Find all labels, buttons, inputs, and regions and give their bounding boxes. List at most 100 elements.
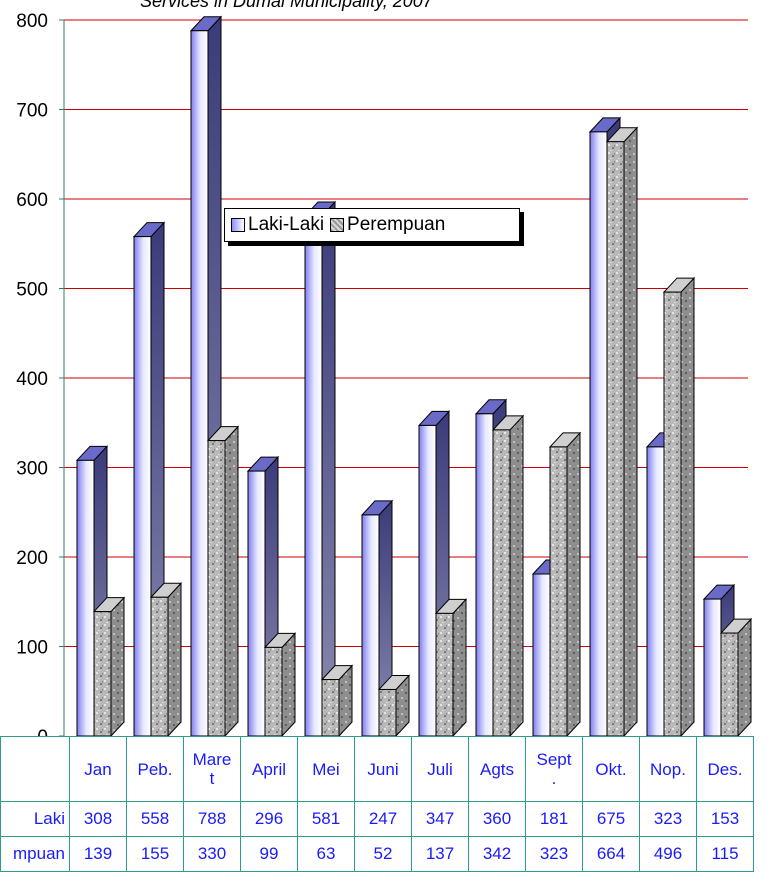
bar-front (703, 598, 722, 736)
bar-side (737, 617, 752, 736)
bar-front (475, 413, 494, 736)
bar-front (606, 141, 625, 736)
bar-front (378, 688, 397, 736)
laki-value-cell: 675 (582, 801, 640, 837)
perempuan-value-cell: 664 (582, 836, 640, 872)
y-tick-label: 0 (37, 727, 48, 736)
bar-perempuan-7 (491, 414, 525, 736)
category-cell: Mei (297, 736, 355, 802)
bar-side (623, 126, 638, 736)
category-row: Jan Peb. Mare t April Mei Juni Juli Agts Sept. Okt… (0, 736, 754, 802)
bar-perempuan-10 (662, 276, 696, 736)
y-tick-label: 500 (16, 280, 48, 301)
bar-front (133, 236, 152, 736)
y-tick-label: 300 (16, 459, 48, 480)
bar-perempuan-8 (548, 431, 582, 736)
bar-front (492, 429, 511, 736)
legend-item-laki: Laki-Laki (231, 214, 324, 236)
bar-side (281, 632, 296, 736)
category-cell: Nop. (639, 736, 697, 802)
category-cell: Mare t (183, 736, 241, 802)
laki-row-label: Laki (0, 801, 70, 837)
y-axis-ticks: 0 100 200 300 400 500 600 700 800 (16, 11, 64, 736)
laki-value-cell: 296 (240, 801, 298, 837)
bar-front (418, 424, 437, 736)
legend-swatch-perempuan (330, 218, 345, 232)
bar-front (720, 632, 739, 736)
laki-value-cell: 347 (411, 801, 469, 837)
bar-front (663, 291, 682, 736)
bar-front (361, 514, 380, 736)
bar-perempuan-4 (320, 664, 354, 736)
y-tick-label: 800 (16, 11, 48, 32)
bar-perempuan-5 (377, 674, 411, 736)
y-tick-label: 700 (16, 101, 48, 122)
perempuan-value-cell: 155 (126, 836, 184, 872)
bar-side (566, 431, 581, 736)
laki-value-cell: 247 (354, 801, 412, 837)
bar-perempuan-9 (605, 126, 639, 736)
bar-perempuan-11 (719, 617, 753, 736)
laki-value-cell: 581 (297, 801, 355, 837)
bar-perempuan-2 (206, 425, 240, 736)
bar-front (93, 611, 112, 736)
laki-row: Laki 308 558 788 296 581 247 347 360 181 675 323 15… (0, 801, 754, 837)
chart-title: Services in Dumai Municipality, 2007 (140, 0, 434, 11)
laki-value-cell: 181 (525, 801, 583, 837)
category-cell: Agts (468, 736, 526, 802)
perempuan-value-cell: 99 (240, 836, 298, 872)
category-cell: Okt. (582, 736, 640, 802)
y-tick-label: 600 (16, 190, 48, 211)
bar-side (509, 414, 524, 736)
bar-front (207, 440, 226, 736)
category-cell: Juni (354, 736, 412, 802)
legend-swatch-laki (231, 218, 245, 232)
laki-value-cell: 323 (639, 801, 697, 837)
category-cell: Peb. (126, 736, 184, 802)
perempuan-value-cell: 115 (696, 836, 754, 872)
bar-front (589, 131, 608, 736)
legend-label-perempuan: Perempuan (347, 214, 446, 235)
bar-front (435, 612, 454, 736)
laki-value-cell: 153 (696, 801, 754, 837)
bar-front (190, 30, 209, 736)
bar-side (110, 596, 125, 736)
bar-side (224, 425, 239, 736)
bar-side (680, 276, 695, 736)
perempuan-value-cell: 52 (354, 836, 412, 872)
bars (75, 15, 753, 736)
laki-value-cell: 558 (126, 801, 184, 837)
bar-perempuan-1 (149, 582, 183, 736)
gridlines (64, 19, 748, 647)
bar-side (452, 598, 467, 736)
bar-side (167, 582, 182, 736)
bar-perempuan-0 (92, 596, 126, 736)
legend-label-laki: Laki-Laki (248, 214, 325, 235)
bar-laki-4 (303, 200, 337, 736)
laki-value-cell: 308 (69, 801, 127, 837)
bar-front (321, 679, 340, 736)
category-cell: April (240, 736, 298, 802)
bar-perempuan-3 (263, 632, 297, 736)
category-row-head (0, 736, 70, 802)
perempuan-value-cell: 139 (69, 836, 127, 872)
bar-front (76, 459, 95, 736)
bar-front (150, 596, 169, 736)
y-tick-label: 400 (16, 369, 48, 390)
perempuan-value-cell: 137 (411, 836, 469, 872)
perempuan-value-cell: 330 (183, 836, 241, 872)
bar-front (646, 446, 665, 736)
laki-value-cell: 360 (468, 801, 526, 837)
bar-side (321, 200, 336, 736)
perempuan-value-cell: 496 (639, 836, 697, 872)
y-tick-label: 200 (16, 548, 48, 569)
perempuan-value-cell: 323 (525, 836, 583, 872)
bar-front (264, 646, 283, 736)
perempuan-value-cell: 342 (468, 836, 526, 872)
category-cell: Jan (69, 736, 127, 802)
bar-chart: Services in Dumai Municipality, 2007 0 10… (16, 0, 753, 736)
y-tick-label: 100 (16, 638, 48, 659)
category-cell: Juli (411, 736, 469, 802)
bar-front (549, 446, 568, 736)
data-table: Jan Peb. Mare t April Mei Juni Juli Agts Sept. Okt… (0, 736, 754, 872)
